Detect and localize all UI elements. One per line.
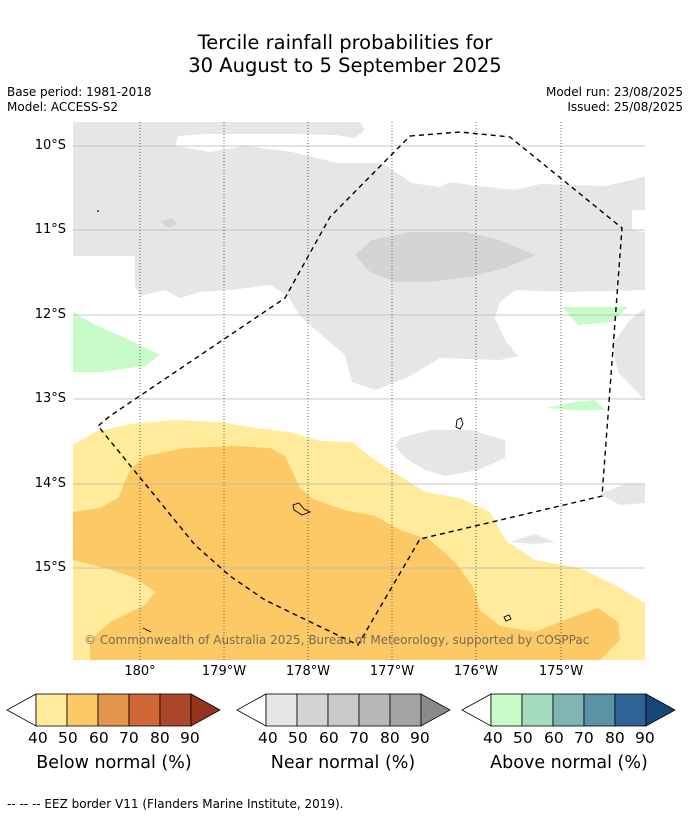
colorbar-segment xyxy=(128,693,161,727)
lat-label-10s: 10°S xyxy=(34,138,66,153)
run-info: Model run: 23/08/2025 Issued: 25/08/2025 xyxy=(546,85,683,115)
colorbar-segment xyxy=(521,693,554,727)
title-line-2: 30 August to 5 September 2025 xyxy=(188,54,502,77)
colorbar-segment xyxy=(35,693,68,727)
lon-label-179w: 179°W xyxy=(201,664,247,679)
colorbar-below-title: Below normal (%) xyxy=(36,753,192,773)
colorbar-segment xyxy=(159,693,192,727)
lat-label-13s: 13°S xyxy=(34,391,66,406)
colorbar-below-normal xyxy=(6,693,221,727)
lat-label-12s: 12°S xyxy=(34,307,66,322)
lat-label-15s: 15°S xyxy=(34,560,66,575)
tick-label: 70 xyxy=(119,729,139,747)
lon-label-175w: 175°W xyxy=(538,664,584,679)
tick-label: 60 xyxy=(89,729,109,747)
tick-label: 40 xyxy=(258,729,278,747)
lon-label-180: 180° xyxy=(124,664,156,679)
tick-label: 80 xyxy=(380,729,400,747)
lat-label-14s: 14°S xyxy=(34,476,66,491)
colorbar-segment xyxy=(296,693,329,727)
colorbar-segment xyxy=(358,693,391,727)
issued-date: Issued: 25/08/2025 xyxy=(567,100,683,114)
tick-label: 50 xyxy=(58,729,78,747)
title-line-1: Tercile rainfall probabilities for xyxy=(197,31,493,54)
colorbar-above-title: Above normal (%) xyxy=(490,753,648,773)
tick-label: 60 xyxy=(544,729,564,747)
colorbar-segment xyxy=(614,693,647,727)
tick-label: 70 xyxy=(349,729,369,747)
tick-label: 50 xyxy=(513,729,533,747)
colorbar-near-normal xyxy=(236,693,451,727)
tick-label: 80 xyxy=(150,729,170,747)
colorbar-segment xyxy=(327,693,360,727)
lon-label-176w: 176°W xyxy=(453,664,499,679)
tick-label: 40 xyxy=(28,729,48,747)
tick-label: 40 xyxy=(483,729,503,747)
colorbar-segment xyxy=(583,693,616,727)
tick-label: 90 xyxy=(635,729,655,747)
model-name: Model: ACCESS-S2 xyxy=(7,100,119,114)
tick-label: 60 xyxy=(319,729,339,747)
eez-border xyxy=(97,131,623,646)
lon-label-178w: 178°W xyxy=(285,664,331,679)
tick-label: 80 xyxy=(605,729,625,747)
island-outline xyxy=(455,417,464,430)
copyright-notice: © Commonwealth of Australia 2025, Bureau… xyxy=(84,633,590,647)
tick-label: 90 xyxy=(410,729,430,747)
colorbar-above-normal xyxy=(461,693,676,727)
lon-label-177w: 177°W xyxy=(369,664,415,679)
base-period: Base period: 1981-2018 xyxy=(7,85,152,99)
island-outline xyxy=(292,502,312,516)
tick-label: 50 xyxy=(288,729,308,747)
colorbar-segment xyxy=(389,693,422,727)
model-info: Base period: 1981-2018 Model: ACCESS-S2 xyxy=(7,85,152,115)
footer-note: -- -- -- EEZ border V11 (Flanders Marine… xyxy=(7,797,344,811)
tick-label: 70 xyxy=(574,729,594,747)
colorbar-near-title: Near normal (%) xyxy=(270,753,416,773)
colorbar-segment xyxy=(552,693,585,727)
forecast-map xyxy=(73,122,645,660)
colorbar-segment xyxy=(66,693,99,727)
colorbar-segment xyxy=(97,693,130,727)
lat-label-11s: 11°S xyxy=(34,222,66,237)
colorbar-segment xyxy=(265,693,298,727)
model-run: Model run: 23/08/2025 xyxy=(545,85,683,99)
colorbar-segment xyxy=(490,693,523,727)
latitude-gridlines xyxy=(73,145,645,569)
tick-label: 90 xyxy=(180,729,200,747)
